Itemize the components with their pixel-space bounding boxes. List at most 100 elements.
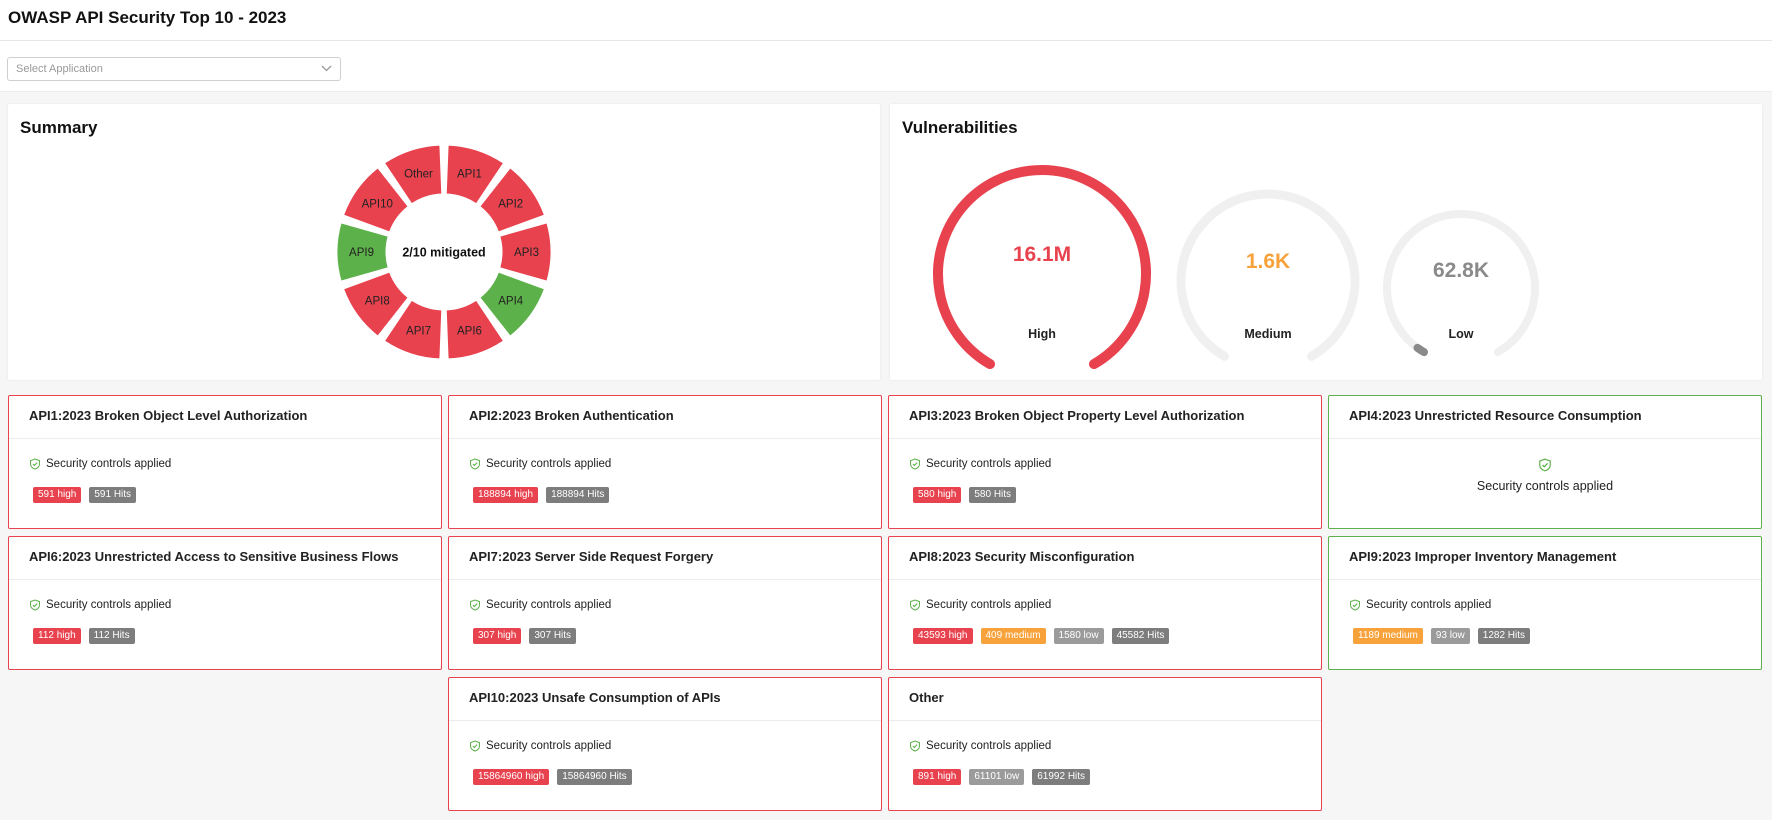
badge-low: 61101 low — [969, 769, 1025, 785]
risk-card-title: API6:2023 Unrestricted Access to Sensiti… — [29, 549, 399, 564]
gauge-track-low — [1383, 210, 1539, 357]
card-divider — [889, 438, 1321, 439]
summary-panel: Summary API1 API2 API3 API4 API6 API7 API8 API9… — [8, 104, 880, 380]
badge-hits: 307 Hits — [529, 628, 577, 644]
donut-segment-label: API10 — [362, 199, 393, 211]
card-divider — [449, 579, 881, 580]
security-controls-label: Security controls applied — [46, 599, 172, 611]
card-divider — [9, 438, 441, 439]
risk-card-title: API3:2023 Broken Object Property Level A… — [909, 408, 1245, 423]
badge-hits: 15864960 Hits — [557, 769, 632, 785]
donut-segment-label: API9 — [349, 247, 374, 259]
donut-segment-api3[interactable] — [499, 222, 552, 282]
card-badges: 580 high 580 Hits — [913, 487, 1017, 503]
security-controls-status: Security controls applied — [29, 599, 171, 611]
card-divider — [449, 438, 881, 439]
security-controls-label: Security controls applied — [926, 740, 1052, 752]
badge-high: 15864960 high — [473, 769, 550, 785]
security-controls-status: Security controls applied — [469, 458, 611, 470]
shield-check-icon — [470, 740, 480, 752]
badge-high: 307 high — [473, 628, 522, 644]
gauge-label-low: Low — [1449, 327, 1474, 341]
vulnerabilities-title: Vulnerabilities — [902, 118, 1018, 137]
badge-medium: 409 medium — [980, 628, 1046, 644]
donut-segment-label: API7 — [406, 325, 431, 337]
gauge-value-medium: 1.6K — [1246, 250, 1290, 273]
badge-high: 591 high — [33, 487, 82, 503]
donut-segment-label: API4 — [498, 295, 524, 307]
badge-high: 43593 high — [913, 628, 973, 644]
risk-card-title: API8:2023 Security Misconfiguration — [909, 549, 1135, 564]
shield-check-icon — [470, 458, 480, 470]
risk-card[interactable]: API8:2023 Security Misconfiguration Secu… — [888, 536, 1322, 670]
card-divider — [1329, 438, 1761, 439]
gauge-label-high: High — [1028, 327, 1056, 341]
donut-segment-api10[interactable] — [343, 167, 409, 233]
risk-card-title: API2:2023 Broken Authentication — [469, 408, 674, 423]
gauge-fill-low — [1413, 343, 1428, 357]
security-controls-label: Security controls applied — [926, 599, 1052, 611]
card-divider — [1329, 579, 1761, 580]
security-controls-status: Security controls applied — [469, 740, 611, 752]
shield-check-icon — [1350, 599, 1360, 611]
donut-segment-label: API8 — [365, 295, 390, 307]
card-badges: 891 high 61101 low 61992 Hits — [913, 769, 1091, 785]
badge-high: 891 high — [913, 769, 962, 785]
card-divider — [889, 720, 1321, 721]
donut-segment-label: API6 — [457, 325, 482, 337]
summary-title: Summary — [20, 118, 98, 137]
risk-card[interactable]: API2:2023 Broken Authentication Security… — [448, 395, 882, 529]
security-controls-label: Security controls applied — [486, 599, 612, 611]
security-controls-status: Security controls applied — [909, 599, 1051, 611]
shield-check-icon — [910, 599, 920, 611]
donut-segment-api7[interactable] — [383, 299, 443, 360]
risk-card[interactable]: API9:2023 Improper Inventory Management … — [1328, 536, 1762, 670]
risk-card[interactable]: API1:2023 Broken Object Level Authorizat… — [8, 395, 442, 529]
donut-segment-other[interactable] — [383, 144, 443, 205]
donut-segment-api2[interactable] — [479, 167, 545, 233]
risk-card[interactable]: API7:2023 Server Side Request Forgery Se… — [448, 536, 882, 670]
vulnerabilities-panel: Vulnerabilities 16.1M High 1.6K Medium 62.8K… — [890, 104, 1762, 380]
badge-hits: 188894 Hits — [546, 487, 610, 503]
page-title: OWASP API Security Top 10 - 2023 — [8, 8, 287, 27]
risk-card[interactable]: API3:2023 Broken Object Property Level A… — [888, 395, 1322, 529]
card-badges: 1189 medium 93 low 1282 Hits — [1353, 628, 1531, 644]
gauge-label-medium: Medium — [1244, 327, 1291, 341]
risk-card[interactable]: Other Security controls applied 891 high 6… — [888, 677, 1322, 811]
risk-card[interactable]: API6:2023 Unrestricted Access to Sensiti… — [8, 536, 442, 670]
risk-card[interactable]: API10:2023 Unsafe Consumption of APIs Se… — [448, 677, 882, 811]
card-divider — [889, 579, 1321, 580]
badge-medium: 1189 medium — [1353, 628, 1423, 644]
card-badges: 307 high 307 Hits — [473, 628, 577, 644]
security-controls-label: Security controls applied — [486, 740, 612, 752]
badge-high: 188894 high — [473, 487, 539, 503]
donut-segment-api4[interactable] — [479, 271, 545, 337]
card-badges: 188894 high 188894 Hits — [473, 487, 610, 503]
shield-check-icon — [470, 599, 480, 611]
gauge-value-low: 62.8K — [1433, 259, 1489, 282]
vulnerability-gauges: 16.1M High 1.6K Medium 62.8K Low — [933, 165, 1539, 370]
risk-card-title: Other — [909, 690, 944, 705]
card-divider — [449, 720, 881, 721]
donut-segment-api9[interactable] — [336, 222, 389, 282]
donut-segment-api8[interactable] — [343, 271, 409, 337]
security-controls-label: Security controls applied — [486, 458, 612, 470]
badge-low: 93 low — [1430, 628, 1470, 644]
donut-segment-api6[interactable] — [445, 299, 505, 360]
badge-hits: 45582 Hits — [1111, 628, 1170, 644]
application-select[interactable]: Select Application — [7, 57, 341, 81]
security-controls-label: Security controls applied — [1366, 599, 1492, 611]
donut-segment-label: Other — [404, 169, 433, 181]
donut-segment-api1[interactable] — [445, 144, 505, 205]
security-controls-label: Security controls applied — [926, 458, 1052, 470]
donut-segment-label: API2 — [498, 199, 523, 211]
risk-card[interactable]: API4:2023 Unrestricted Resource Consumpt… — [1328, 395, 1762, 529]
card-divider — [9, 579, 441, 580]
shield-check-icon — [910, 740, 920, 752]
badge-hits: 1282 Hits — [1477, 628, 1531, 644]
security-controls-label: Security controls applied — [46, 458, 172, 470]
badge-hits: 61992 Hits — [1032, 769, 1091, 785]
risk-card-title: API4:2023 Unrestricted Resource Consumpt… — [1349, 408, 1642, 423]
donut-segment-label: API3 — [514, 247, 539, 259]
shield-check-icon — [30, 458, 40, 470]
